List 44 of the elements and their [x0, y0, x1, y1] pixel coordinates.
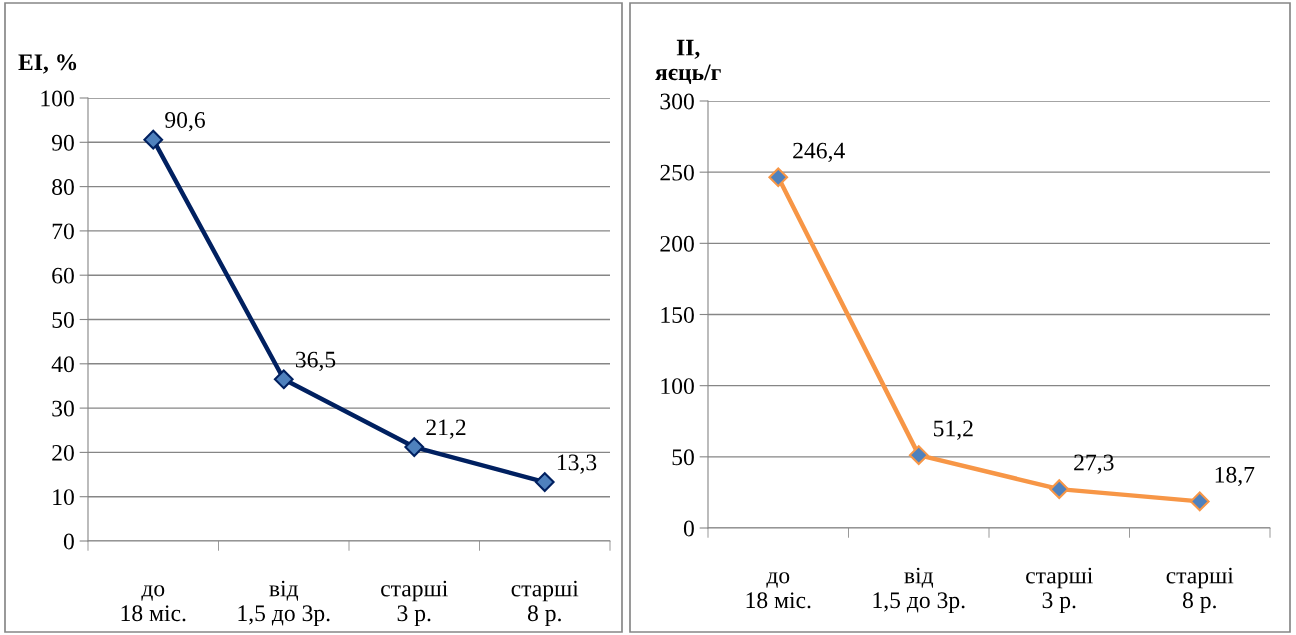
y-tick-label: 0	[683, 520, 694, 537]
point	[273, 369, 294, 390]
point	[404, 437, 425, 457]
x-tick-label: до 18 міс.	[121, 585, 186, 622]
x-tick-label: старші 3 р.	[1026, 567, 1093, 613]
data-label: 90,6	[165, 111, 205, 132]
point	[908, 445, 929, 465]
x-tick-label: до 18 міс.	[746, 572, 811, 609]
y-tick-label: 0	[63, 533, 74, 550]
y-tick-label: 250	[660, 164, 694, 181]
y-axis-title: EI, %	[18, 54, 77, 74]
point	[534, 472, 555, 492]
y-tick-label: 150	[661, 306, 694, 323]
y-tick-label: 50	[672, 449, 694, 466]
y-tick-label: 300	[660, 93, 694, 110]
y-tick-label: 20	[52, 444, 74, 461]
y-tick-label: 30	[52, 400, 74, 417]
data-label: 13,3	[557, 454, 597, 474]
y-axis-title: II, яєць/г	[655, 39, 721, 85]
data-label: 246,4	[793, 142, 845, 162]
y-tick-label: 100	[661, 378, 694, 395]
x-tick-label: від 1,5 до 3р.	[238, 580, 330, 626]
data-label: 27,3	[1074, 454, 1114, 474]
point	[768, 167, 789, 188]
x-tick-label: старші 3 р.	[381, 580, 448, 626]
data-label: 21,2	[426, 419, 466, 439]
y-tick-label: 60	[52, 267, 74, 284]
data-label: 18,7	[1215, 466, 1255, 487]
y-tick-label: 80	[52, 179, 74, 196]
y-tick-label: 90	[51, 134, 74, 151]
y-tick-label: 40	[51, 356, 74, 373]
y-tick-label: 50	[52, 311, 74, 328]
y-tick-label: 10	[53, 489, 74, 506]
point	[143, 129, 164, 150]
x-tick-label: від 1,5 до 3р.	[873, 567, 965, 613]
data-label: 51,2	[934, 420, 973, 440]
point	[1049, 479, 1070, 500]
y-tick-label: 100	[41, 90, 74, 107]
y-tick-label: 70	[52, 223, 74, 240]
y-tick-label: 200	[660, 235, 694, 252]
x-tick-label: старші 8 р.	[1166, 567, 1234, 613]
x-tick-label: старші 8 р.	[511, 580, 579, 626]
point	[1189, 491, 1210, 512]
data-label: 36,5	[295, 351, 336, 371]
